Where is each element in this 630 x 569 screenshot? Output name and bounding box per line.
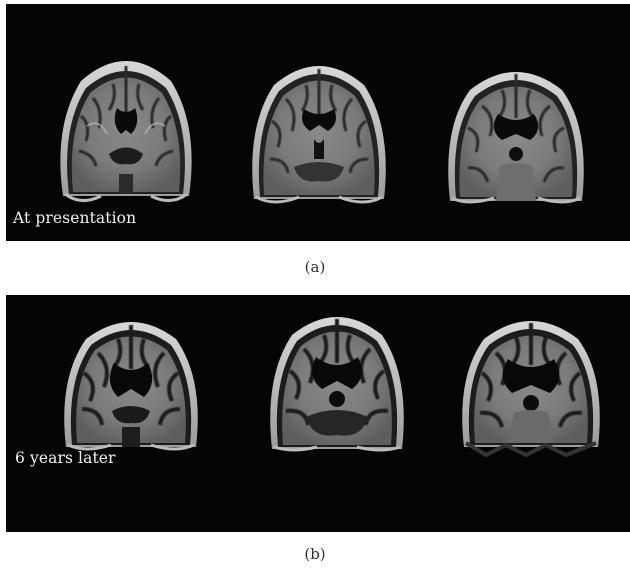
mri-scan-b-middle [270,317,404,452]
mri-scan-a-middle [252,66,386,204]
panel-a-image: At presentation [6,4,630,241]
timepoint-label: At presentation [13,209,137,227]
panel-a-caption: (a) [304,258,326,276]
mri-scan-a-posterior [448,72,584,204]
mri-scan-a-anterior [60,61,192,202]
mri-scan-b-anterior [64,322,198,451]
panel-b-image: 6 years later [6,295,630,532]
timepoint-label: 6 years later [15,449,116,467]
mri-scan-b-posterior [462,321,600,457]
panel-b-caption: (b) [304,545,326,563]
